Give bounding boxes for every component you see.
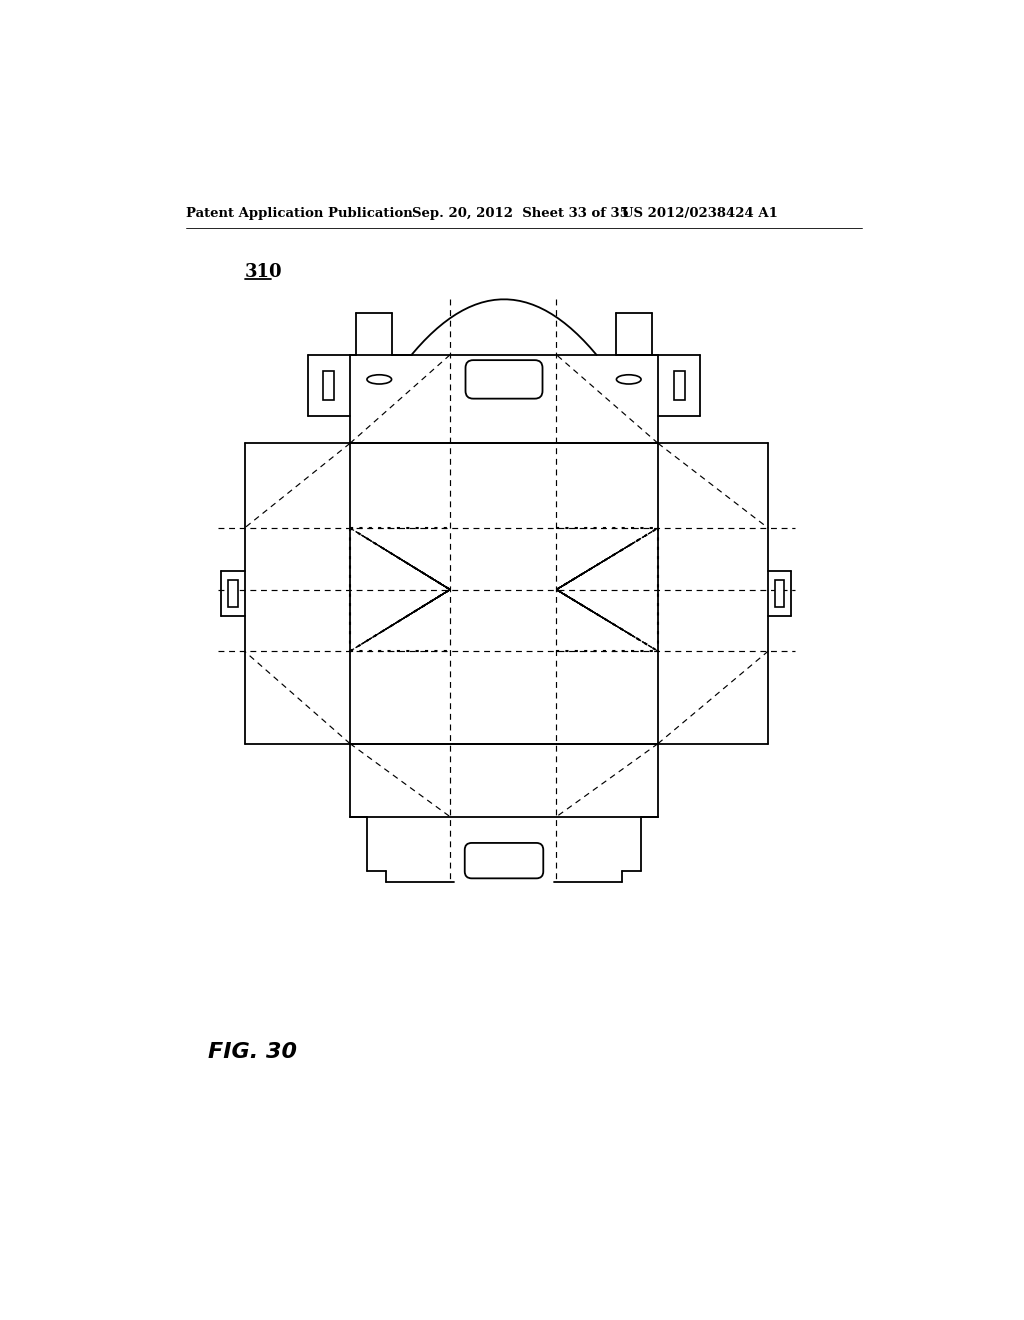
Text: 310: 310 [245, 264, 283, 281]
Text: Patent Application Publication: Patent Application Publication [186, 207, 413, 220]
Ellipse shape [367, 375, 391, 384]
Bar [324, 371, 334, 400]
Text: FIG. 30: FIG. 30 [208, 1041, 297, 1061]
Ellipse shape [616, 375, 641, 384]
Text: Sep. 20, 2012  Sheet 33 of 35: Sep. 20, 2012 Sheet 33 of 35 [412, 207, 629, 220]
Bar [775, 579, 784, 607]
Bar [228, 579, 238, 607]
Bar [674, 371, 685, 400]
FancyBboxPatch shape [466, 360, 543, 399]
FancyBboxPatch shape [465, 843, 544, 878]
Text: US 2012/0238424 A1: US 2012/0238424 A1 [622, 207, 777, 220]
